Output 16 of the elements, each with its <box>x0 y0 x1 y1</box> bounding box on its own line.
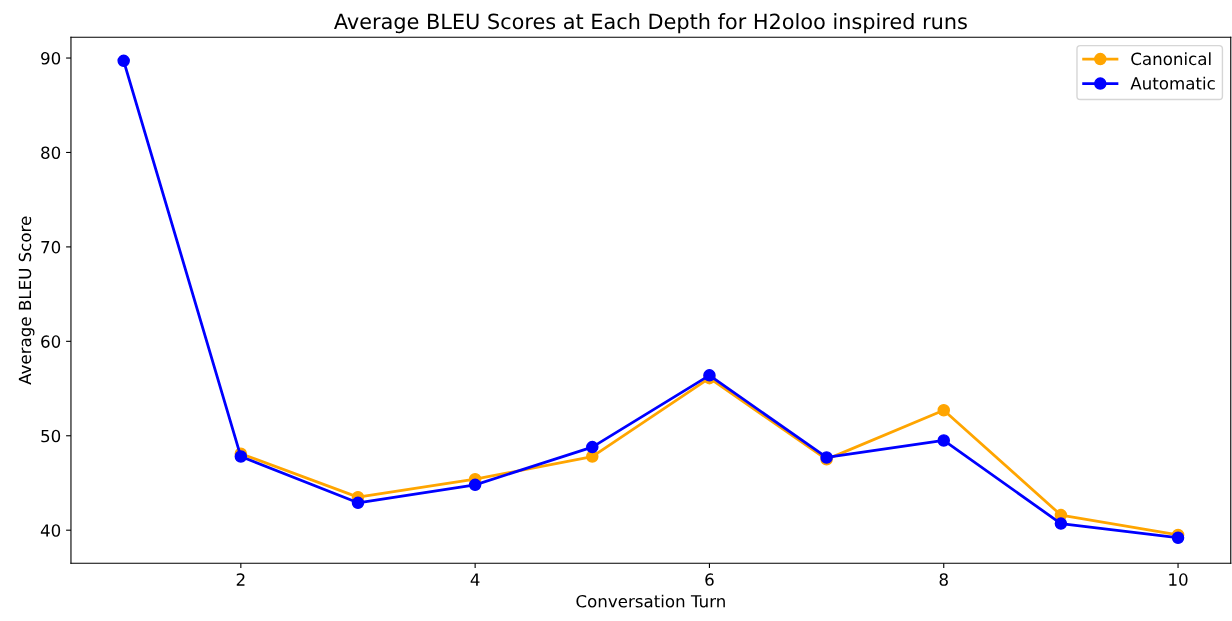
legend-label: Canonical <box>1131 52 1211 66</box>
x-axis-title: Conversation Turn <box>576 594 725 608</box>
x-tick-label: 2 <box>236 573 245 586</box>
x-tick-label: 8 <box>939 573 948 586</box>
y-tick-label: 90 <box>41 52 61 65</box>
legend-label: Automatic <box>1130 76 1215 90</box>
x-tick-label: 4 <box>470 573 480 586</box>
chart-title: Average BLEU Scores at Each Depth for H2oloo inspired runs <box>334 13 967 34</box>
y-tick-label: 70 <box>41 240 61 254</box>
x-tick-label: 6 <box>705 573 714 586</box>
y-tick-label: 50 <box>41 429 61 443</box>
y-axis-title: Average BLEU Score <box>18 216 35 385</box>
y-tick-label: 40 <box>40 524 61 537</box>
x-tick-label: 10 <box>1169 573 1188 586</box>
y-tick-label: 60 <box>41 335 61 348</box>
y-tick-label: 80 <box>41 146 61 160</box>
